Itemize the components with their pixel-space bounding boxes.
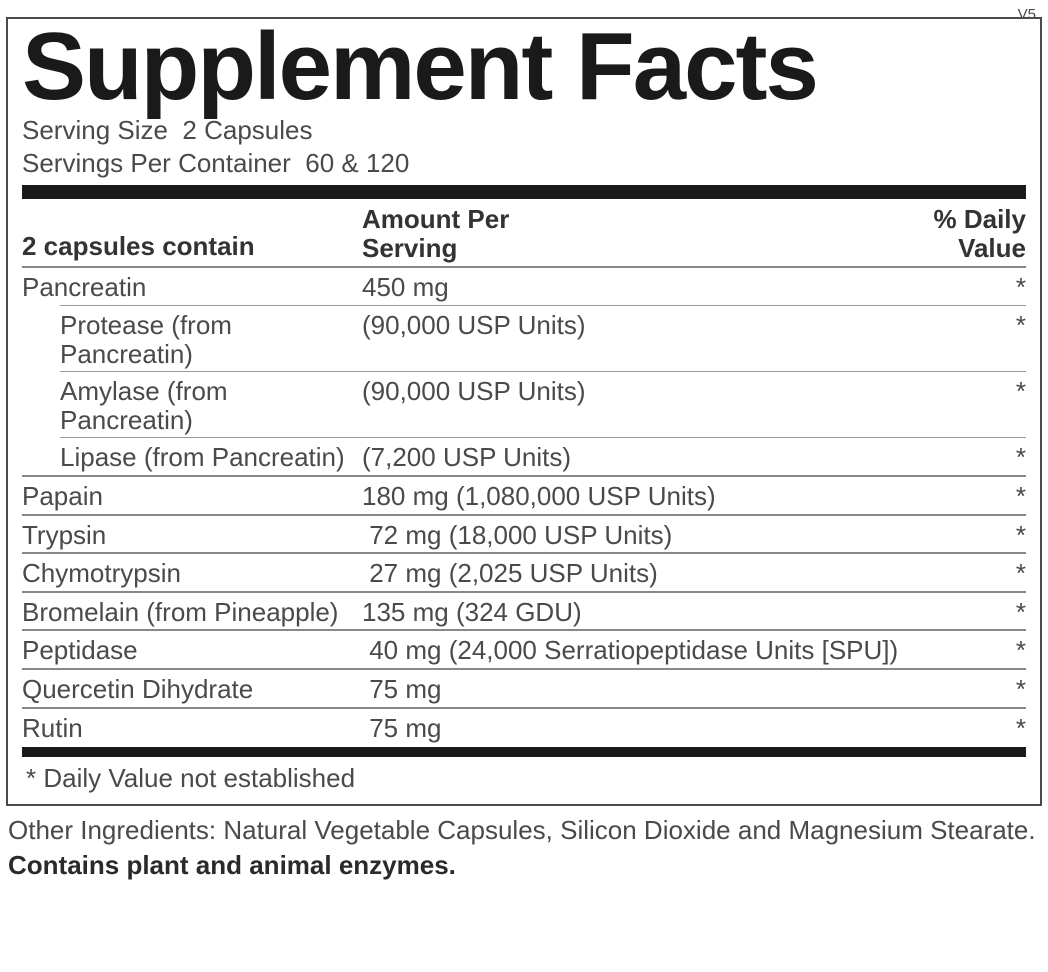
ingredient-name: Trypsin [22, 521, 362, 550]
ingredient-name: Chymotrypsin [22, 559, 362, 588]
serving-info: Serving Size 2 Capsules Servings Per Con… [22, 114, 1026, 179]
table-row: Chymotrypsin 27 mg (2,025 USP Units) * [22, 554, 1026, 591]
ingredient-dv: * [980, 521, 1026, 550]
table-row: Trypsin 72 mg (18,000 USP Units) * [22, 516, 1026, 553]
table-header-row: 2 capsules contain Amount Per Serving % … [22, 201, 1026, 266]
table-row: Pancreatin 450 mg * [22, 268, 1026, 305]
header-col-name: 2 capsules contain [22, 231, 362, 262]
serving-size-label: Serving Size [22, 115, 168, 145]
ingredient-amount: 75 mg [362, 714, 980, 743]
ingredient-name: Quercetin Dihydrate [22, 675, 362, 704]
table-row: Bromelain (from Pineapple) 135 mg (324 G… [22, 593, 1026, 630]
servings-per-container-value: 60 & 120 [305, 148, 409, 178]
ingredient-dv: * [980, 559, 1026, 588]
table-row: Papain 180 mg (1,080,000 USP Units) * [22, 477, 1026, 514]
ingredient-name: Peptidase [22, 636, 362, 665]
ingredient-dv: * [980, 598, 1026, 627]
ingredient-name: Rutin [22, 714, 362, 743]
header-dv-line2: Value [958, 233, 1026, 263]
ingredient-amount: 450 mg [362, 273, 980, 302]
ingredient-amount: 180 mg (1,080,000 USP Units) [362, 482, 980, 511]
serving-size-value: 2 Capsules [182, 115, 312, 145]
servings-per-container-label: Servings Per Container [22, 148, 291, 178]
ingredient-amount: 75 mg [362, 675, 980, 704]
thick-rule [22, 185, 1026, 199]
ingredient-amount: (90,000 USP Units) [362, 377, 980, 434]
header-amount-line1: Amount Per [362, 204, 509, 234]
table-row: Quercetin Dihydrate 75 mg * [22, 670, 1026, 707]
ingredient-amount: 27 mg (2,025 USP Units) [362, 559, 980, 588]
header-col-dv: % Daily Value [906, 205, 1026, 262]
dv-footnote: * Daily Value not established [22, 757, 1026, 796]
ingredient-name: Protease (from Pancreatin) [22, 311, 362, 368]
table-row-sub: Amylase (from Pancreatin) (90,000 USP Un… [22, 372, 1026, 437]
ingredient-amount: 40 mg (24,000 Serratiopeptidase Units [S… [362, 636, 980, 665]
ingredient-name: Bromelain (from Pineapple) [22, 598, 362, 627]
table-row: Peptidase 40 mg (24,000 Serratiopeptidas… [22, 631, 1026, 668]
ingredient-dv: * [980, 443, 1026, 472]
table-row: Rutin 75 mg * [22, 709, 1026, 746]
ingredient-name: Pancreatin [22, 273, 362, 302]
table-row-sub: Protease (from Pancreatin) (90,000 USP U… [22, 306, 1026, 371]
ingredient-dv: * [980, 636, 1026, 665]
medium-rule [22, 747, 1026, 757]
ingredient-amount: (7,200 USP Units) [362, 443, 980, 472]
ingredient-amount: 72 mg (18,000 USP Units) [362, 521, 980, 550]
other-ingredients: Other Ingredients: Natural Vegetable Cap… [6, 814, 1042, 848]
ingredient-name: Lipase (from Pancreatin) [22, 443, 362, 472]
ingredient-name: Papain [22, 482, 362, 511]
header-col-amount: Amount Per Serving [362, 205, 906, 262]
ingredient-amount: (90,000 USP Units) [362, 311, 980, 368]
ingredient-amount: 135 mg (324 GDU) [362, 598, 980, 627]
ingredient-dv: * [980, 311, 1026, 368]
ingredient-dv: * [980, 714, 1026, 743]
contains-statement: Contains plant and animal enzymes. [6, 850, 1042, 881]
ingredient-dv: * [980, 273, 1026, 302]
ingredient-name: Amylase (from Pancreatin) [22, 377, 362, 434]
table-row-sub: Lipase (from Pancreatin) (7,200 USP Unit… [22, 438, 1026, 475]
supplement-facts-panel: Supplement Facts Serving Size 2 Capsules… [6, 17, 1042, 806]
ingredient-dv: * [980, 482, 1026, 511]
panel-title: Supplement Facts [22, 21, 1026, 112]
ingredient-dv: * [980, 675, 1026, 704]
ingredient-dv: * [980, 377, 1026, 434]
header-dv-line1: % Daily [934, 204, 1027, 234]
header-amount-line2: Serving [362, 233, 457, 263]
